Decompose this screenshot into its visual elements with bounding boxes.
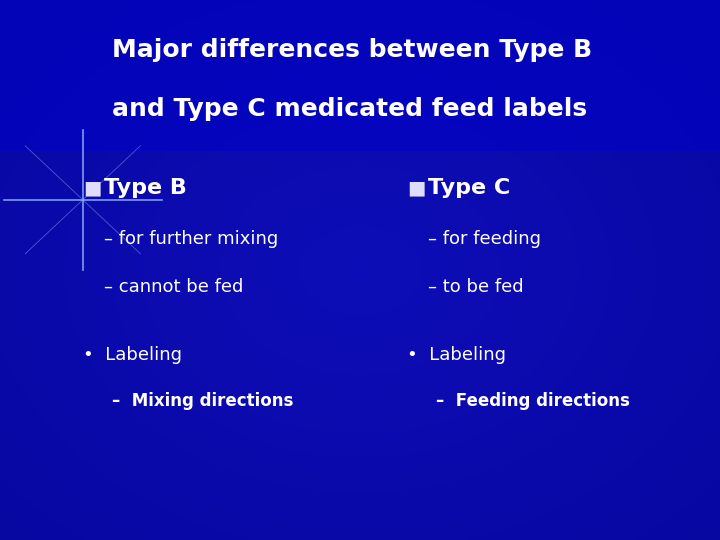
Text: •  Labeling: • Labeling — [83, 346, 181, 363]
Bar — [0, 0, 720, 151]
Text: – for feeding: – for feeding — [428, 230, 541, 247]
Text: – for further mixing: – for further mixing — [104, 230, 279, 247]
Text: Type B: Type B — [104, 178, 187, 198]
Text: –  Feeding directions: – Feeding directions — [436, 392, 629, 409]
Text: – to be fed: – to be fed — [428, 278, 524, 296]
Text: Type C: Type C — [428, 178, 510, 198]
Text: and Type C medicated feed labels: and Type C medicated feed labels — [112, 97, 587, 121]
Text: ■: ■ — [407, 178, 426, 197]
Text: Major differences between Type B: Major differences between Type B — [112, 38, 592, 62]
Text: –  Mixing directions: – Mixing directions — [112, 392, 293, 409]
Text: ■: ■ — [83, 178, 102, 197]
Text: – cannot be fed: – cannot be fed — [104, 278, 244, 296]
Text: •  Labeling: • Labeling — [407, 346, 505, 363]
